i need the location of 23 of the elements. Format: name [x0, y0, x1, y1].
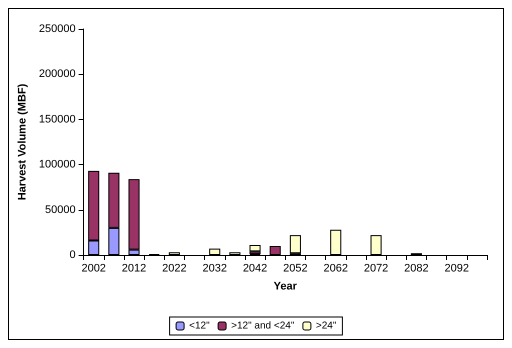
- x-tick-label: 2022: [162, 262, 187, 274]
- x-tick-label: 2042: [242, 262, 268, 274]
- y-tick-label: 50000: [45, 204, 76, 216]
- bar: [290, 235, 301, 254]
- legend-label: <12": [189, 320, 210, 332]
- legend-label: >24": [316, 320, 337, 332]
- x-tick-label: 2082: [404, 262, 429, 274]
- x-axis-title: Year: [274, 280, 298, 292]
- y-axis-title: Harvest Volume (MBF): [16, 83, 28, 200]
- x-tick-label: 2072: [364, 262, 388, 274]
- y-tick-label: 150000: [38, 113, 76, 126]
- x-tick-label: 2052: [283, 262, 308, 274]
- y-tick-label: 200000: [38, 68, 76, 80]
- x-tick-label: 2062: [323, 262, 348, 274]
- y-tick-label: 100000: [38, 158, 76, 171]
- y-tick-label: 250000: [38, 23, 76, 35]
- x-tick-label: 2092: [444, 262, 469, 274]
- x-tick-label: 2002: [81, 262, 106, 274]
- x-tick-label: 2032: [202, 262, 227, 274]
- legend-label: >12" and <24": [231, 320, 295, 332]
- x-tick-label: 2012: [122, 262, 146, 274]
- y-tick-label: 0: [69, 249, 76, 261]
- bar: [250, 245, 261, 252]
